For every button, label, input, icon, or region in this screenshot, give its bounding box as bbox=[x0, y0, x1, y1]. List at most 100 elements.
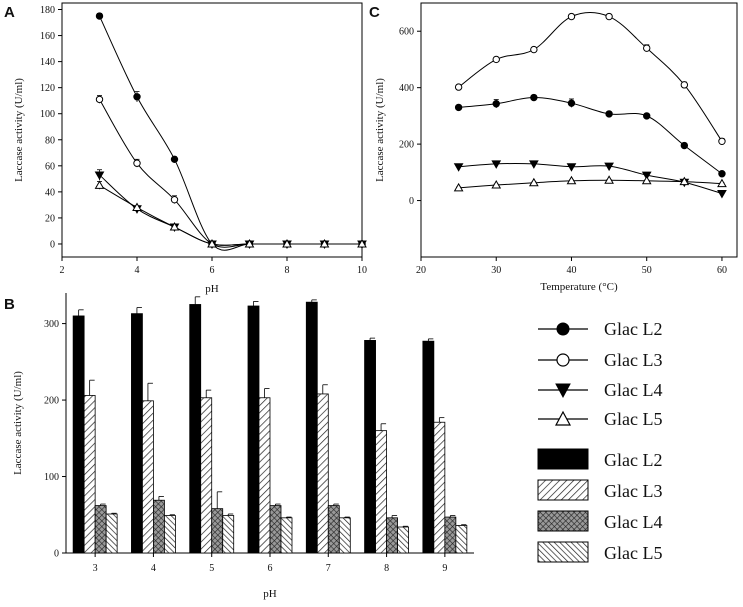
point-c-glac-l5-55 bbox=[679, 176, 690, 186]
point-c-glac-l2-25 bbox=[454, 103, 463, 112]
x-tick-label-b-8: 8 bbox=[384, 563, 389, 574]
x-tick-label-b-4: 4 bbox=[151, 563, 156, 574]
x-axis-title-c: Temperature (°C) bbox=[540, 281, 618, 293]
legend-swatch-l4 bbox=[537, 510, 589, 532]
bar-b-glac-l4-ph5 bbox=[211, 508, 224, 554]
y-tick-label-b-200: 200 bbox=[44, 396, 59, 407]
x-tick-label-c-20: 20 bbox=[416, 265, 426, 276]
bar-b-glac-l2-ph8 bbox=[364, 340, 376, 554]
point-a-glac-l5-8 bbox=[282, 238, 292, 248]
y-axis-title-b: Laccase activity (U/ml) bbox=[12, 371, 24, 475]
point-c-glac-l2-40 bbox=[567, 99, 576, 107]
chart-panel-a: 2 4 6 8 10020406080100120140160180pHLaccase … bbox=[13, 2, 367, 295]
bar-b-glac-l3-ph4 bbox=[142, 400, 154, 554]
x-tick-label-c-40: 40 bbox=[566, 265, 576, 276]
bar-b-glac-l2-ph9 bbox=[422, 340, 435, 554]
x-tick-label-a-2: 2 bbox=[60, 265, 65, 276]
legend-label-bar-l5: Glac L5 bbox=[604, 543, 662, 563]
y-tick-label-a-100: 100 bbox=[40, 109, 55, 120]
point-c-glac-l4-45 bbox=[604, 162, 614, 172]
series-line-a-glac-l2 bbox=[99, 15, 362, 251]
y-axis-title-c: Laccase activity (U/ml) bbox=[374, 78, 386, 182]
x-axis-title-b: pH bbox=[263, 588, 277, 600]
series-line-c-glac-l3 bbox=[458, 12, 723, 142]
bar-b-glac-l4-ph3 bbox=[94, 505, 107, 554]
point-c-glac-l2-50 bbox=[643, 112, 651, 120]
point-a-glac-l5-6 bbox=[207, 238, 217, 248]
point-a-glac-l5-5 bbox=[169, 222, 180, 231]
legend-marker-l4 bbox=[555, 383, 571, 399]
bar-b-glac-l5-ph8 bbox=[397, 526, 409, 554]
x-tick-label-c-30: 30 bbox=[491, 265, 501, 276]
legend-label-line-l3: Glac L3 bbox=[604, 350, 662, 370]
point-c-glac-l2-45 bbox=[605, 110, 613, 118]
bar-b-glac-l4-ph9 bbox=[444, 516, 457, 554]
point-c-glac-l4-40 bbox=[566, 163, 577, 172]
y-tick-label-a-20: 20 bbox=[45, 213, 55, 224]
panel-label-b: B bbox=[4, 296, 15, 313]
point-c-glac-l5-30 bbox=[491, 180, 502, 189]
point-c-glac-l4-50 bbox=[641, 171, 652, 181]
bar-b-glac-l5-ph4 bbox=[164, 515, 176, 554]
bar-b-glac-l5-ph5 bbox=[222, 515, 235, 554]
chart-panel-b: 0 100 200 300 3 4 5 6 7 8 9 pH Laccase activity (U/m… bbox=[12, 293, 474, 600]
y-tick-label-a-80: 80 bbox=[45, 135, 55, 146]
point-a-glac-l3-3 bbox=[95, 95, 104, 104]
legend-label-bar-l4: Glac L4 bbox=[604, 512, 662, 532]
point-c-glac-l3-45 bbox=[605, 12, 613, 21]
x-tick-label-a-8: 8 bbox=[285, 265, 290, 276]
point-c-glac-l5-45 bbox=[604, 175, 614, 184]
bar-b-glac-l2-ph7 bbox=[305, 301, 318, 554]
point-a-glac-l2-3 bbox=[95, 12, 104, 20]
plot-frame-a bbox=[61, 2, 363, 258]
legend-swatch-l2 bbox=[537, 448, 589, 470]
legend-swatch-l5 bbox=[537, 541, 589, 563]
point-a-glac-l3-4 bbox=[133, 159, 141, 167]
point-c-glac-l3-50 bbox=[643, 44, 651, 52]
point-a-glac-l4-3 bbox=[94, 171, 105, 180]
x-tick-label-b-3: 3 bbox=[93, 563, 98, 574]
point-a-glac-l5-4 bbox=[132, 202, 142, 212]
bar-b-glac-l3-ph8 bbox=[375, 430, 387, 554]
legend-marker-l5 bbox=[554, 410, 572, 426]
point-c-glac-l2-60 bbox=[718, 170, 726, 178]
bar-b-glac-l3-ph6 bbox=[258, 397, 271, 554]
y-tick-label-b-0: 0 bbox=[54, 549, 59, 560]
x-tick-label-a-4: 4 bbox=[135, 265, 140, 276]
point-c-glac-l5-50 bbox=[641, 175, 652, 185]
point-c-glac-l5-60 bbox=[717, 178, 727, 188]
plot-frame-c bbox=[420, 2, 738, 258]
x-tick-label-c-60: 60 bbox=[717, 265, 727, 276]
bar-b-glac-l3-ph7 bbox=[316, 393, 329, 554]
bar-b-glac-l4-ph4 bbox=[153, 499, 165, 554]
legend-marker-l2 bbox=[556, 322, 570, 336]
series-line-c-glac-l4 bbox=[458, 163, 723, 194]
y-tick-label-c-600: 600 bbox=[399, 27, 414, 38]
x-tick-label-b-9: 9 bbox=[442, 563, 447, 574]
point-c-glac-l3-30 bbox=[492, 55, 500, 64]
series-line-a-glac-l3 bbox=[99, 99, 362, 248]
y-tick-label-b-300: 300 bbox=[44, 319, 59, 330]
x-tick-label-b-6: 6 bbox=[268, 563, 273, 574]
x-tick-label-a-6: 6 bbox=[210, 265, 215, 276]
bar-b-glac-l2-ph3 bbox=[72, 315, 85, 554]
y-tick-label-a-140: 140 bbox=[40, 57, 55, 68]
point-c-glac-l5-35 bbox=[528, 177, 539, 187]
series-line-a-glac-l5 bbox=[99, 184, 362, 246]
panel-label-c: C bbox=[369, 4, 380, 21]
bar-b-glac-l4-ph8 bbox=[386, 517, 398, 554]
bar-b-glac-l2-ph6 bbox=[247, 305, 260, 554]
y-tick-label-a-0: 0 bbox=[50, 239, 55, 250]
x-axis-title-a: pH bbox=[205, 283, 219, 295]
point-a-glac-l2-4 bbox=[133, 93, 141, 101]
point-c-glac-l2-55 bbox=[680, 141, 689, 150]
point-c-glac-l3-60 bbox=[718, 137, 726, 145]
panel-label-a: A bbox=[4, 4, 15, 21]
x-tick-label-c-50: 50 bbox=[642, 265, 652, 276]
bar-b-glac-l2-ph5 bbox=[189, 304, 202, 554]
point-c-glac-l3-40 bbox=[567, 12, 576, 21]
bar-b-glac-l3-ph5 bbox=[200, 397, 213, 554]
point-c-glac-l2-35 bbox=[530, 93, 538, 102]
point-c-glac-l4-25 bbox=[453, 163, 464, 172]
